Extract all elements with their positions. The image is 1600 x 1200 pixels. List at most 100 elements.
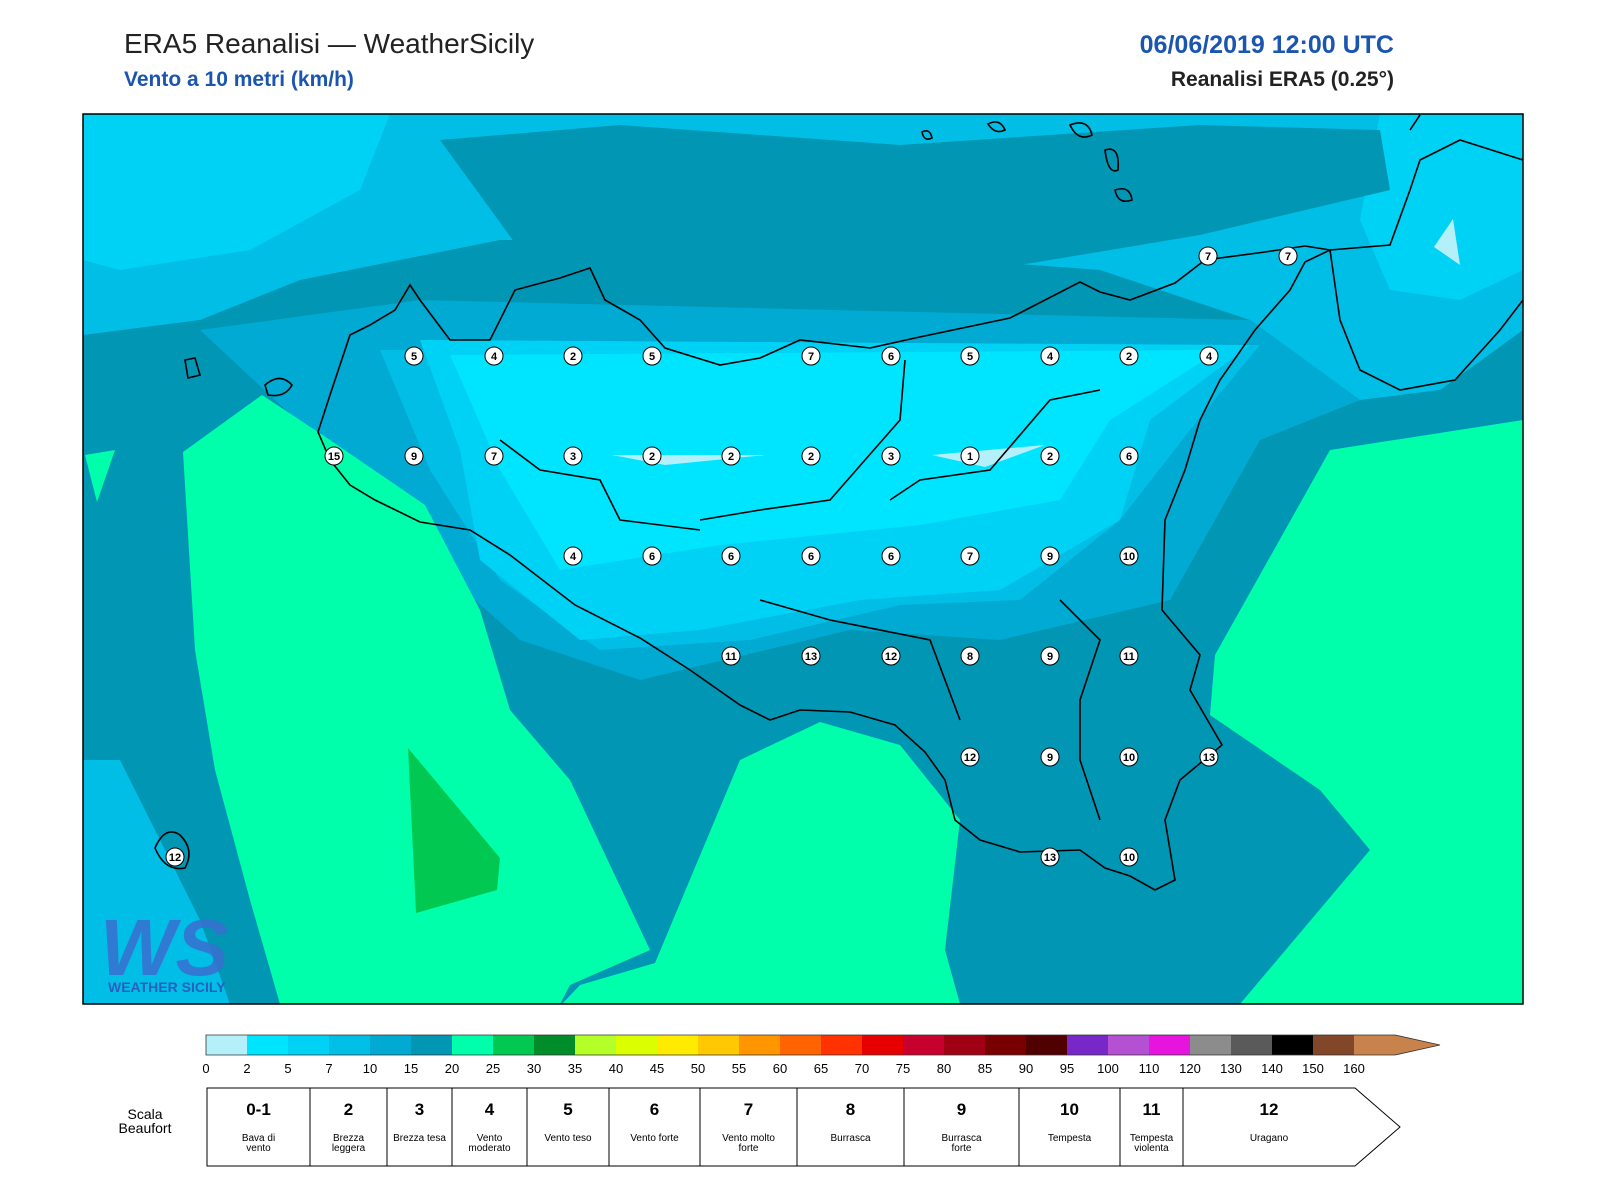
colorbar-bin — [657, 1035, 698, 1055]
station-value: 6 — [808, 551, 814, 563]
colorbar-bin — [944, 1035, 985, 1055]
colorbar-bin — [1313, 1035, 1354, 1055]
beaufort-name: Brezza tesa — [393, 1133, 446, 1144]
station-marker — [1278, 246, 1298, 266]
station-value: 9 — [411, 451, 417, 463]
station-marker — [404, 446, 424, 466]
beaufort-force: 4 — [484, 1100, 495, 1119]
station-value: 7 — [1205, 251, 1211, 263]
beaufort-force: 9 — [956, 1100, 967, 1119]
station-value: 9 — [1047, 752, 1053, 764]
station-value: 10 — [1123, 852, 1135, 864]
logo-mark: WS — [100, 903, 229, 992]
colorbar-tick-label: 150 — [1302, 1061, 1324, 1076]
station-marker — [1119, 847, 1139, 867]
beaufort-force: 6 — [649, 1100, 660, 1119]
station-marker — [1040, 847, 1060, 867]
station-value: 1 — [967, 451, 973, 463]
colorbar-bin — [1190, 1035, 1231, 1055]
colorbar-tick-label: 80 — [937, 1061, 951, 1076]
colorbar-bin — [1026, 1035, 1067, 1055]
colorbar-bin — [1272, 1035, 1313, 1055]
beaufort-name: Uragano — [1249, 1133, 1289, 1144]
colorbar: 0 2 5 7 10 15 20 25 30 35 40 45 50 55 60 65 70 75 80 85 90 95… — [202, 1034, 1441, 1076]
colorbar-tick-label: 160 — [1343, 1061, 1365, 1076]
station-marker — [1040, 747, 1060, 767]
colorbar-tick-label: 140 — [1261, 1061, 1283, 1076]
station-marker — [1040, 346, 1060, 366]
station-marker — [1119, 747, 1139, 767]
colorbar-bin — [739, 1035, 780, 1055]
beaufort-force: 12 — [1259, 1100, 1279, 1119]
station-value: 12 — [169, 852, 181, 864]
station-value: 9 — [1047, 551, 1053, 563]
beaufort-force: 5 — [563, 1100, 573, 1119]
colorbar-bin — [821, 1035, 862, 1055]
colorbar-tick-label: 50 — [691, 1061, 705, 1076]
colorbar-bin — [780, 1035, 821, 1055]
station-value: 13 — [1203, 752, 1215, 764]
beaufort-name: Vento moderato — [468, 1133, 511, 1154]
station-value: 5 — [967, 351, 973, 363]
colorbar-tick-label: 120 — [1179, 1061, 1201, 1076]
subtitle: Vento a 10 metri (km/h) — [124, 68, 354, 91]
beaufort-force: 7 — [743, 1100, 754, 1119]
station-value: 4 — [1206, 351, 1213, 363]
station-value: 2 — [649, 451, 655, 463]
station-marker — [801, 446, 821, 466]
station-marker — [881, 446, 901, 466]
station-marker — [1198, 246, 1218, 266]
station-value: 13 — [805, 651, 817, 663]
colorbar-tick-label: 110 — [1139, 1061, 1160, 1076]
station-value: 2 — [1047, 451, 1053, 463]
station-marker — [721, 546, 741, 566]
colorbar-bin — [411, 1035, 452, 1055]
colorbar-bin — [370, 1035, 411, 1055]
colorbar-tick-label: 10 — [363, 1061, 377, 1076]
colorbar-tick-label: 7 — [325, 1061, 332, 1076]
station-marker — [960, 446, 980, 466]
colorbar-tick-label: 130 — [1220, 1061, 1242, 1076]
beaufort-force: 3 — [414, 1100, 425, 1119]
colorbar-tick-label: 90 — [1019, 1061, 1033, 1076]
beaufort-label: Scala Beaufort — [119, 1106, 172, 1136]
coastlines — [154, 114, 1524, 891]
colorbar-bin — [903, 1035, 944, 1055]
colorbar-tick-label: 2 — [243, 1061, 250, 1076]
logo-text: WEATHER SICILY — [108, 979, 226, 995]
station-value: 10 — [1123, 752, 1135, 764]
colorbar-bin — [575, 1035, 616, 1055]
station-marker — [960, 546, 980, 566]
colorbar-bin — [534, 1035, 575, 1055]
beaufort-name: Vento forte — [630, 1133, 679, 1144]
map-frame — [82, 113, 1524, 1005]
colorbar-tick-label: 40 — [609, 1061, 623, 1076]
station-value: 12 — [885, 651, 897, 663]
colorbar-bin — [862, 1035, 903, 1055]
beaufort-name: Burrasca — [830, 1133, 871, 1144]
station-marker — [563, 546, 583, 566]
colorbar-bin — [493, 1035, 534, 1055]
colorbar-tick-label: 100 — [1097, 1061, 1119, 1076]
colorbar-bin — [1149, 1035, 1190, 1055]
beaufort-name: Tempesta — [1047, 1133, 1092, 1144]
colorbar-tick-label: 45 — [650, 1061, 664, 1076]
colorbar-tick-label: 75 — [896, 1061, 910, 1076]
station-value: 6 — [728, 551, 734, 563]
station-marker — [404, 346, 424, 366]
station-value: 4 — [1047, 351, 1054, 363]
colorbar-bin — [616, 1035, 657, 1055]
beaufort-name: Burrasca forte — [941, 1133, 982, 1154]
station-value: 11 — [1123, 651, 1135, 663]
station-marker — [324, 446, 344, 466]
station-value: 12 — [964, 752, 976, 764]
beaufort-outline — [206, 1087, 1401, 1167]
station-value: 9 — [1047, 651, 1053, 663]
station-value: 7 — [967, 551, 973, 563]
colorbar-tick-label: 35 — [568, 1061, 582, 1076]
station-marker — [563, 346, 583, 366]
colorbar-tick-label: 20 — [445, 1061, 459, 1076]
beaufort-name: Bava di vento — [241, 1133, 276, 1154]
station-value: 5 — [411, 351, 417, 363]
station-value: 3 — [888, 451, 894, 463]
